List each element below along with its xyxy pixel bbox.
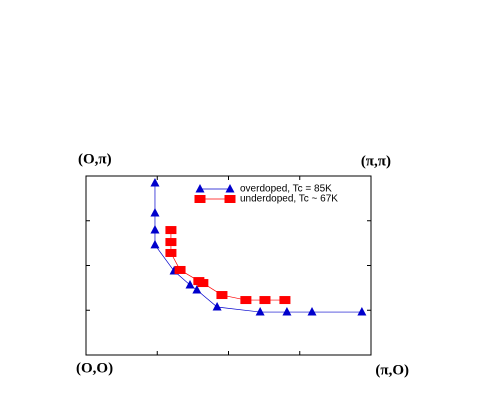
square-marker [165, 226, 177, 235]
triangle-marker [195, 184, 205, 193]
square-marker [165, 238, 177, 247]
legend-label: underdoped, Tc ~ 67K [240, 194, 338, 205]
corner-label: (π,π) [361, 153, 391, 169]
triangle-marker [282, 307, 292, 316]
square-marker [165, 248, 177, 257]
triangle-marker [307, 307, 317, 316]
square-marker [279, 296, 291, 305]
corner-label: (O,O) [76, 360, 113, 376]
triangle-marker [150, 208, 160, 217]
triangle-marker [150, 239, 160, 249]
square-marker [194, 195, 206, 203]
legend-label: overdoped, Tc = 85K [240, 184, 332, 195]
square-marker [216, 291, 228, 300]
square-marker [240, 296, 252, 305]
triangle-marker [225, 184, 235, 193]
square-marker [197, 279, 209, 288]
square-marker [259, 296, 271, 305]
triangle-marker [255, 307, 265, 316]
triangle-marker [212, 302, 222, 311]
triangle-marker [192, 285, 202, 294]
square-marker [174, 265, 186, 274]
corner-label: (O,π) [78, 151, 112, 167]
square-marker [224, 195, 236, 203]
triangle-marker [357, 307, 367, 316]
triangle-marker [185, 280, 195, 289]
triangle-marker [150, 177, 160, 187]
triangle-marker [150, 225, 160, 234]
corner-label: (π,O) [375, 362, 409, 378]
series-line [170, 230, 285, 301]
